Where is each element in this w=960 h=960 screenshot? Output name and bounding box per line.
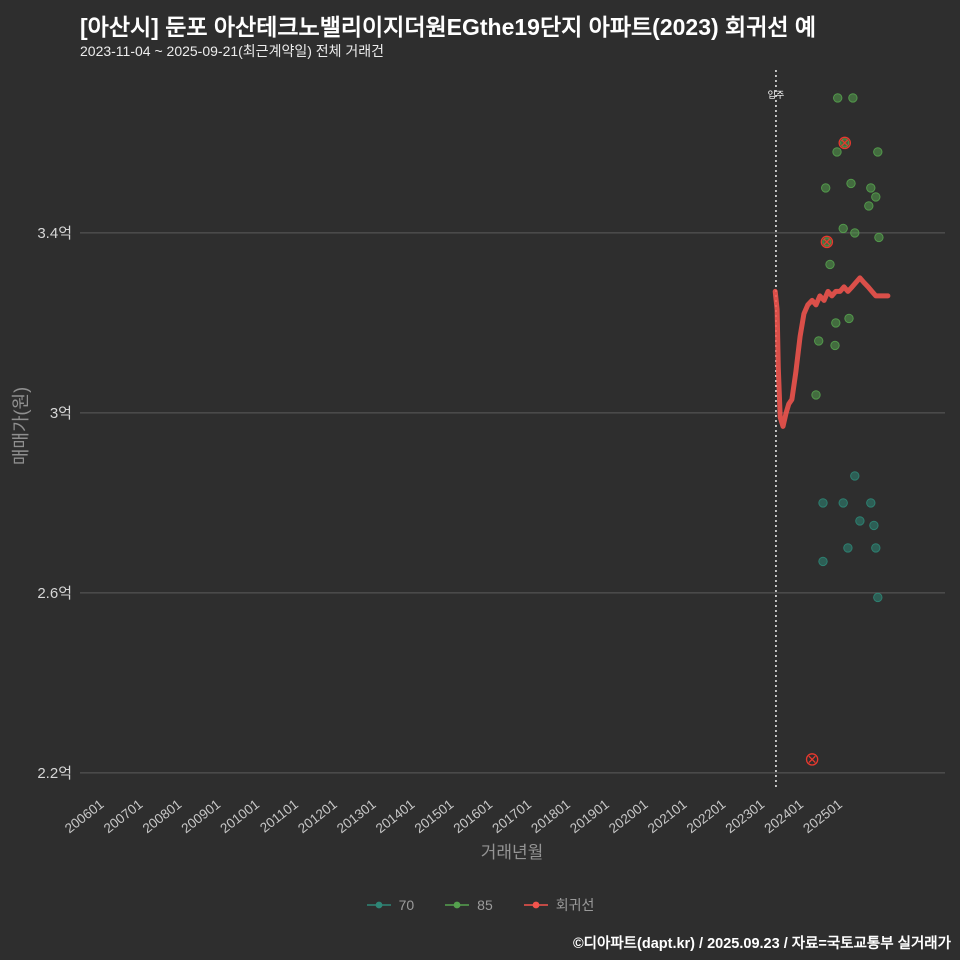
marked-point-circle [838, 136, 851, 150]
footer-credit: ©디아파트(dapt.kr) / 2025.09.23 / 자료=국토교통부 실… [572, 936, 951, 952]
scatter-point-85 [866, 183, 876, 193]
x-tick-label: 200601 [62, 797, 107, 837]
scatter-point-85 [864, 201, 874, 211]
scatter-point-85 [833, 93, 843, 103]
x-tick-label: 200901 [179, 797, 224, 837]
x-tick-label: 201001 [217, 797, 262, 837]
x-tick-label: 201901 [567, 797, 612, 837]
x-tick-label: 202501 [800, 797, 845, 837]
legend-marker-icon [523, 901, 548, 909]
scatter-point-85 [871, 192, 881, 202]
y-tick-label: 3.4억 [37, 225, 72, 242]
x-tick-label: 201201 [295, 797, 340, 837]
x-tick-label: 202401 [761, 797, 806, 837]
marked-point-x [823, 238, 831, 246]
scatter-point-85 [814, 336, 824, 346]
scatter-point-70 [873, 592, 883, 603]
x-tick-label: 201501 [412, 797, 457, 837]
x-tick-label: 202301 [723, 797, 768, 837]
y-axis-label: 매매가(원) [11, 386, 31, 466]
chart-subtitle: 2023-11-04 ~ 2025-09-21(최근계약일) 전체 거래건 [80, 43, 385, 59]
marked-point-x [808, 755, 816, 764]
scatter-point-70 [855, 516, 865, 526]
scatter-point-85 [811, 390, 821, 400]
legend-item-회귀선: 회귀선 [523, 895, 595, 915]
legend-label: 회귀선 [555, 897, 595, 913]
x-tick-label: 200701 [101, 797, 146, 837]
move-in-label: 입주 [768, 89, 785, 100]
marked-point-x [841, 139, 849, 147]
marked-point-circle [805, 753, 819, 766]
scatter-point-70 [866, 498, 876, 508]
x-tick-label: 202101 [645, 797, 690, 837]
legend-label: 70 [398, 897, 415, 913]
legend-marker-icon [366, 901, 391, 909]
y-tick-label: 2.6억 [37, 585, 72, 602]
scatter-point-85 [844, 313, 854, 324]
x-tick-label: 201301 [334, 797, 379, 837]
x-tick-label: 201601 [451, 797, 496, 837]
x-tick-label: 202001 [606, 797, 651, 837]
legend-item-85: 85 [444, 897, 493, 913]
scatter-point-85 [874, 232, 884, 243]
scatter-point-85 [821, 183, 831, 193]
legend-item-70: 70 [366, 897, 415, 913]
scatter-point-85 [838, 223, 848, 234]
scatter-point-70 [818, 498, 828, 508]
scatter-point-70 [869, 520, 879, 531]
scatter-point-85 [846, 178, 856, 189]
scatter-point-85 [850, 228, 860, 238]
scatter-point-85 [831, 318, 841, 328]
x-tick-label: 201701 [489, 797, 534, 837]
marked-point-circle [820, 235, 834, 249]
scatter-point-85 [832, 147, 842, 157]
scatter-point-85 [830, 340, 840, 351]
x-tick-label: 201401 [373, 797, 418, 837]
regression-line [772, 275, 891, 429]
scatter-point-85 [873, 147, 883, 157]
page-title: [아산시] 둔포 아산테크노밸리이지더원EGthe19단지 아파트(2023) … [80, 14, 817, 40]
scatter-point-85 [825, 259, 835, 270]
scatter-point-70 [838, 498, 848, 508]
scatter-point-70 [871, 543, 881, 553]
legend-label: 85 [477, 897, 493, 913]
legend-marker-icon [445, 901, 470, 909]
x-tick-label: 200801 [140, 797, 185, 837]
x-tick-label: 201101 [257, 797, 301, 836]
y-tick-label: 3억 [50, 405, 72, 422]
legend: 70 85 회귀선 [0, 895, 960, 915]
x-tick-label: 202201 [684, 797, 729, 837]
scatter-point-70 [850, 471, 860, 481]
x-tick-label: 201801 [528, 797, 573, 837]
scatter-point-70 [818, 556, 828, 567]
scatter-point-70 [843, 543, 853, 553]
y-tick-label: 2.2억 [37, 765, 72, 782]
x-axis-label: 거래년월 [480, 843, 544, 862]
scatter-point-85 [848, 93, 858, 103]
